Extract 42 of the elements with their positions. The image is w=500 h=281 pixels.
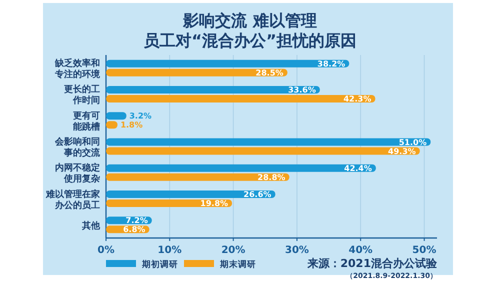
data-label: 3.2%	[129, 112, 152, 121]
x-tick-label: 0%	[98, 245, 114, 256]
data-label: 7.2%	[126, 216, 148, 226]
data-label: 49.3%	[388, 146, 416, 156]
chart-subtitle: 员工对“混合办公”担忧的原因	[143, 31, 357, 50]
chart-title: 影响交流 难以管理	[182, 11, 317, 30]
data-label: 42.4%	[344, 164, 372, 173]
bar	[106, 147, 420, 155]
y-tick-label: 其他	[81, 220, 101, 232]
bar	[106, 86, 320, 94]
bar	[106, 60, 350, 68]
data-label: 38.2%	[317, 59, 346, 68]
y-tick-label: 更长的工作时间	[64, 84, 100, 106]
data-label: 28.8%	[258, 172, 286, 182]
y-tick-label: 难以管理在家办公的员工	[45, 188, 100, 211]
x-tick-label: 50%	[412, 245, 436, 256]
bar	[106, 112, 126, 120]
bar	[106, 138, 431, 146]
data-label: 33.6%	[288, 85, 316, 94]
x-tick-label: 20%	[221, 245, 246, 256]
x-tick-label: 30%	[284, 245, 309, 256]
data-label: 6.8%	[123, 225, 146, 234]
data-label: 1.8%	[120, 120, 143, 130]
data-label: 26.6%	[244, 190, 272, 200]
source-note: 来源：2021混合办公试验	[306, 257, 438, 270]
data-label: 28.5%	[256, 68, 284, 78]
legend-label: 期末调研	[219, 259, 256, 270]
legend-label: 期初调研	[141, 259, 178, 270]
y-tick-label: 内网不稳定使用复杂	[55, 162, 100, 185]
y-tick-label: 会影响和同事的交流	[54, 136, 101, 158]
bar	[106, 190, 276, 198]
y-tick-label: 缺乏效率和专注的环境	[54, 58, 101, 80]
bar	[106, 94, 376, 102]
bar	[106, 68, 288, 76]
x-tick-label: 40%	[348, 245, 373, 256]
x-tick-label: 10%	[158, 245, 182, 256]
bar	[106, 173, 290, 181]
data-label: 42.3%	[343, 94, 372, 104]
bar	[106, 164, 376, 172]
data-label: 19.8%	[200, 199, 228, 208]
data-label: 51.0%	[398, 138, 427, 147]
y-tick-label: 更有可能跳槽	[73, 110, 100, 132]
